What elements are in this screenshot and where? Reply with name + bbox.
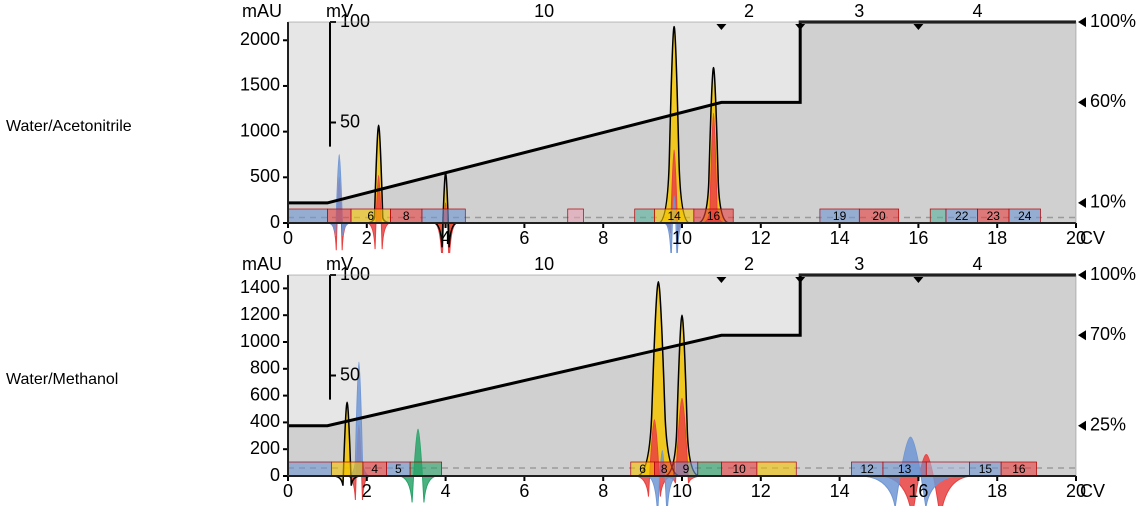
svg-text:1500: 1500	[240, 75, 280, 95]
svg-text:CV: CV	[1080, 481, 1105, 501]
svg-text:70%: 70%	[1090, 324, 1126, 344]
svg-text:600: 600	[250, 384, 280, 404]
svg-text:6: 6	[519, 228, 529, 248]
svg-text:14: 14	[830, 228, 850, 248]
row-label: Water/Acetonitrile	[6, 118, 132, 135]
svg-text:4: 4	[371, 462, 378, 476]
svg-text:2000: 2000	[240, 29, 280, 49]
svg-text:12: 12	[751, 481, 771, 501]
svg-text:16: 16	[908, 481, 928, 501]
svg-text:18: 18	[987, 228, 1007, 248]
svg-text:10: 10	[534, 254, 554, 274]
svg-text:0: 0	[270, 465, 280, 485]
svg-text:24: 24	[1018, 209, 1032, 223]
svg-text:3: 3	[854, 254, 864, 274]
svg-text:23: 23	[987, 209, 1001, 223]
svg-text:10%: 10%	[1090, 192, 1126, 212]
svg-text:500: 500	[250, 166, 280, 186]
svg-text:8: 8	[661, 462, 668, 476]
svg-text:4: 4	[972, 1, 982, 21]
svg-text:0: 0	[270, 212, 280, 232]
svg-text:8: 8	[598, 481, 608, 501]
svg-text:200: 200	[250, 438, 280, 458]
svg-text:8: 8	[598, 228, 608, 248]
svg-text:16: 16	[908, 228, 928, 248]
svg-text:mAU: mAU	[242, 1, 282, 21]
svg-text:13: 13	[898, 462, 912, 476]
chromatogram-acetonitrile: 6814161920222324501000500100015002000024…	[220, 0, 1136, 253]
svg-text:2: 2	[362, 481, 372, 501]
svg-text:1400: 1400	[240, 277, 280, 297]
svg-text:6: 6	[639, 462, 646, 476]
svg-text:12: 12	[861, 462, 875, 476]
svg-text:CV: CV	[1080, 228, 1105, 248]
svg-text:10: 10	[672, 228, 692, 248]
svg-text:4: 4	[972, 254, 982, 274]
svg-text:2: 2	[744, 254, 754, 274]
svg-text:800: 800	[250, 358, 280, 378]
svg-text:100%: 100%	[1090, 11, 1136, 31]
svg-text:1000: 1000	[240, 120, 280, 140]
svg-text:6: 6	[367, 209, 374, 223]
svg-text:5: 5	[395, 462, 402, 476]
svg-text:15: 15	[979, 462, 993, 476]
svg-text:mAU: mAU	[242, 254, 282, 274]
svg-text:2: 2	[744, 1, 754, 21]
svg-text:8: 8	[403, 209, 410, 223]
svg-text:3: 3	[854, 1, 864, 21]
svg-text:1200: 1200	[240, 304, 280, 324]
svg-text:0: 0	[283, 481, 293, 501]
svg-text:1000: 1000	[240, 331, 280, 351]
svg-text:2: 2	[362, 228, 372, 248]
svg-text:22: 22	[955, 209, 969, 223]
row-label: Water/Methanol	[6, 371, 118, 388]
svg-text:0: 0	[283, 228, 293, 248]
svg-text:14: 14	[830, 481, 850, 501]
svg-text:9: 9	[683, 462, 690, 476]
svg-text:4: 4	[441, 228, 451, 248]
svg-text:16: 16	[1012, 462, 1026, 476]
svg-text:10: 10	[534, 1, 554, 21]
svg-text:100%: 100%	[1090, 264, 1136, 284]
svg-text:50: 50	[340, 364, 360, 384]
svg-text:25%: 25%	[1090, 415, 1126, 435]
svg-text:50: 50	[340, 111, 360, 131]
svg-text:6: 6	[519, 481, 529, 501]
svg-text:10: 10	[732, 462, 746, 476]
svg-text:19: 19	[833, 209, 847, 223]
svg-text:mV: mV	[326, 1, 353, 21]
svg-text:mV: mV	[326, 254, 353, 274]
svg-text:400: 400	[250, 411, 280, 431]
svg-text:60%: 60%	[1090, 91, 1126, 111]
chromatogram-methanol: 4568910121315165010002004006008001000120…	[220, 253, 1136, 506]
svg-text:16: 16	[707, 209, 721, 223]
svg-text:20: 20	[872, 209, 886, 223]
svg-text:12: 12	[751, 228, 771, 248]
svg-text:10: 10	[672, 481, 692, 501]
svg-text:18: 18	[987, 481, 1007, 501]
svg-text:14: 14	[667, 209, 681, 223]
svg-text:4: 4	[441, 481, 451, 501]
